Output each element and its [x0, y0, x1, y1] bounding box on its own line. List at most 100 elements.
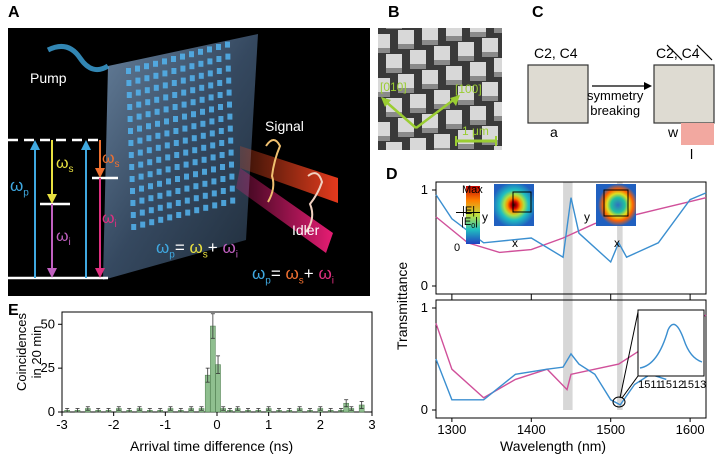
nanoresonator-dot [127, 104, 133, 110]
nanoresonator-dot [138, 173, 144, 180]
nanoresonator-dot [136, 101, 142, 108]
nanoresonator-dot [165, 154, 171, 161]
nanoresonator-dot [180, 65, 186, 72]
nanoresonator-dot [189, 63, 195, 70]
nanoresonator-dot [212, 202, 218, 209]
nanoresonator-dot [171, 56, 176, 62]
nanoresonator-dot [226, 77, 232, 84]
sem-block-top [386, 98, 402, 112]
nanoresonator-dot [144, 63, 149, 70]
signal-photon-wave [265, 139, 282, 203]
nanoresonator-dot [155, 144, 161, 151]
nanoresonator-dot [209, 118, 215, 125]
e-xlabel: Arrival time difference (ns) [130, 438, 294, 454]
nanoresonator-dot [210, 142, 216, 149]
nanoresonator-dot [191, 123, 197, 130]
nanoresonator-dot [172, 92, 178, 98]
nanoresonator-dot [219, 152, 225, 158]
nanoresonator-dot [217, 80, 223, 86]
sem-block-top [378, 78, 390, 92]
notch-width-label: w [668, 124, 679, 140]
e-xtick-label: 3 [368, 417, 375, 432]
direction-100-arrowhead [450, 95, 460, 106]
panel-letter-e: E [8, 302, 19, 319]
nanoresonator-dot [183, 161, 189, 168]
e-xtick-label: -2 [108, 417, 120, 432]
sem-block-side [446, 124, 462, 129]
sem-block-side [398, 132, 414, 137]
signal-arrowhead-2 [95, 168, 105, 178]
sem-block-top [410, 50, 426, 64]
nanoresonator-dot [217, 92, 223, 98]
panel-letter-c: C [532, 4, 544, 21]
zoom-inset-frame [637, 309, 705, 377]
sem-block-top [470, 28, 486, 32]
nanoresonator-dot [153, 60, 158, 67]
field-map-2 [596, 184, 636, 226]
e-xtick-label: 1 [265, 417, 272, 432]
symmetry-breaking-label: symmetry breaking [587, 88, 643, 118]
nanoresonator-dot [220, 164, 225, 170]
symmetric-unit-cell [527, 64, 589, 124]
nanoresonator-dot [190, 99, 196, 106]
nanoresonator-dot [131, 224, 137, 230]
sem-block-top [470, 62, 486, 76]
nanoresonator-dot [148, 195, 154, 202]
sem-block-side [422, 40, 438, 45]
nanoresonator-dot [156, 156, 162, 163]
signal-arrowhead-1 [47, 194, 57, 204]
sem-block-side [470, 120, 486, 125]
nanoresonator-dot [198, 72, 204, 79]
panel-letter-b: B [388, 4, 400, 21]
sem-block-top [458, 86, 474, 100]
nanoresonator-dot [216, 68, 222, 74]
sem-block-top [386, 142, 402, 150]
direction-010-arrow [383, 99, 417, 129]
colorbar-min: 0 [454, 242, 461, 254]
sem-block-side [470, 32, 486, 37]
panel-c-diagram [527, 44, 715, 145]
nanoresonator-dot [130, 200, 136, 206]
nanoresonator-dot [163, 94, 169, 101]
nanoresonator-dot [135, 89, 141, 96]
symmetry-breaking-line2: breaking [590, 103, 641, 118]
sem-block-top [446, 28, 462, 36]
nanoresonator-dot [193, 183, 199, 190]
nanoresonator-dot [166, 202, 172, 209]
nanoresonator-dot [191, 111, 196, 118]
resonance-band [617, 182, 623, 410]
nanoresonator-dot [127, 116, 133, 122]
nanoresonator-dot [225, 53, 231, 60]
nanoresonator-dot [202, 180, 208, 187]
nanoresonator-dot [211, 166, 216, 173]
histogram-bar [210, 325, 216, 413]
nanoresonator-dot [126, 80, 132, 86]
sem-block-top [410, 138, 426, 150]
top-series-blue [435, 192, 707, 264]
nanoresonator-dot [154, 96, 160, 103]
sem-block-side [434, 104, 450, 109]
nanoresonator-dot [182, 137, 188, 144]
nanoresonator-dot [136, 113, 142, 120]
omega-i-left: ωi [56, 228, 71, 249]
nanoresonator-dot [165, 166, 171, 173]
sem-block-top [482, 126, 498, 140]
field-map-1-cell [512, 191, 532, 213]
scale-bar-label: 1 μm [462, 124, 489, 138]
top-axes-frame [435, 181, 707, 295]
e-ytick-label: 0 [48, 404, 55, 419]
nanoresonator-dot [218, 104, 223, 110]
sem-block-top [458, 42, 474, 56]
nanoresonator-dot [176, 212, 182, 218]
direction-010-arrowhead [381, 97, 391, 107]
broken-c2-strike [666, 44, 683, 61]
sem-block-top [434, 46, 450, 60]
sem-block-side [398, 88, 414, 93]
nanoresonator-dot [126, 68, 131, 74]
notch [681, 123, 714, 145]
pump-beam [46, 43, 110, 73]
d-ytick-label: 1 [421, 300, 428, 315]
idler-arrowhead-1 [47, 268, 57, 278]
sem-block-side [386, 28, 402, 29]
